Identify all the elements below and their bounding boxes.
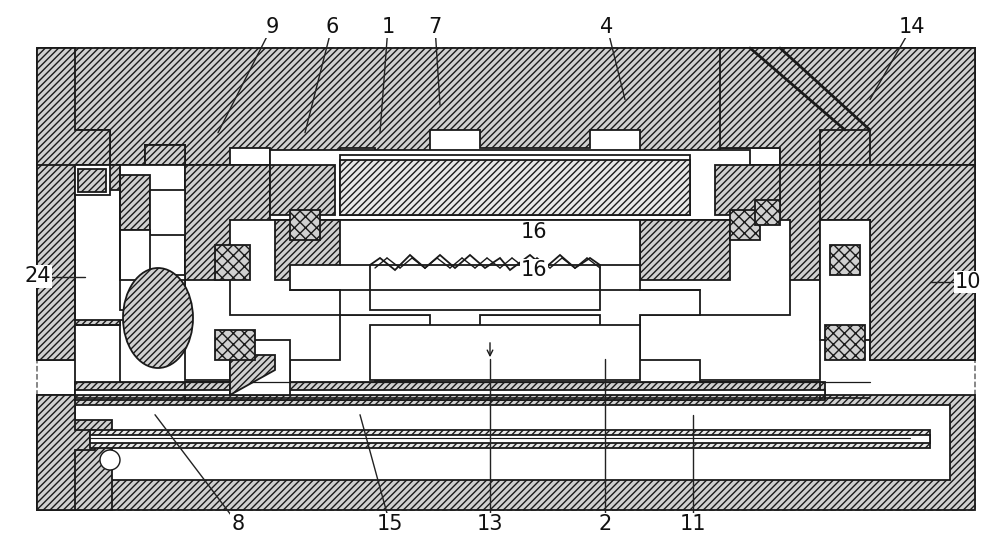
- Polygon shape: [37, 48, 975, 165]
- Polygon shape: [230, 340, 290, 395]
- Text: 24: 24: [25, 267, 51, 286]
- Bar: [75, 390, 825, 395]
- Ellipse shape: [123, 268, 193, 368]
- Bar: [185, 382, 820, 400]
- Bar: [75, 325, 120, 395]
- Text: 16: 16: [521, 222, 547, 242]
- Text: 16: 16: [521, 260, 547, 280]
- Circle shape: [100, 450, 120, 470]
- Polygon shape: [37, 395, 975, 510]
- Bar: [75, 405, 950, 480]
- Bar: [185, 165, 275, 280]
- Polygon shape: [370, 255, 600, 310]
- Bar: [730, 210, 760, 240]
- Bar: [215, 245, 250, 280]
- Bar: [270, 165, 335, 215]
- Bar: [715, 165, 780, 215]
- Text: 2: 2: [598, 514, 612, 534]
- Bar: [720, 165, 820, 280]
- Bar: [215, 330, 255, 360]
- Bar: [820, 220, 870, 340]
- Text: 10: 10: [955, 272, 981, 292]
- Bar: [640, 220, 730, 280]
- Polygon shape: [120, 230, 185, 310]
- Bar: [340, 160, 690, 215]
- Text: 15: 15: [377, 514, 403, 534]
- Bar: [120, 175, 150, 230]
- Polygon shape: [37, 165, 185, 360]
- Bar: [37, 420, 112, 510]
- Bar: [370, 325, 640, 380]
- Bar: [275, 220, 365, 280]
- Text: 11: 11: [680, 514, 706, 534]
- Polygon shape: [185, 165, 820, 220]
- Polygon shape: [820, 165, 975, 360]
- Bar: [120, 165, 185, 280]
- Bar: [90, 430, 930, 448]
- Bar: [830, 245, 860, 275]
- Polygon shape: [720, 48, 975, 165]
- Polygon shape: [37, 48, 185, 360]
- Polygon shape: [230, 355, 275, 395]
- Polygon shape: [820, 48, 975, 360]
- Text: 14: 14: [899, 17, 925, 36]
- Text: 8: 8: [231, 514, 245, 534]
- Bar: [185, 170, 820, 380]
- Polygon shape: [290, 220, 700, 340]
- Text: 7: 7: [428, 17, 442, 36]
- Text: 4: 4: [600, 17, 614, 36]
- Bar: [230, 220, 790, 315]
- Bar: [290, 210, 320, 240]
- Bar: [75, 382, 825, 400]
- Bar: [755, 200, 780, 225]
- Text: 13: 13: [477, 514, 503, 534]
- Text: 9: 9: [265, 17, 279, 36]
- Bar: [340, 155, 690, 215]
- Bar: [75, 165, 110, 195]
- Bar: [75, 190, 185, 320]
- Bar: [78, 169, 106, 192]
- Bar: [270, 150, 750, 220]
- Polygon shape: [290, 315, 700, 395]
- Bar: [37, 48, 975, 510]
- Text: 1: 1: [381, 17, 395, 36]
- Bar: [150, 190, 185, 235]
- Bar: [90, 435, 930, 443]
- Polygon shape: [37, 395, 95, 510]
- Text: 6: 6: [325, 17, 339, 36]
- Bar: [825, 325, 865, 360]
